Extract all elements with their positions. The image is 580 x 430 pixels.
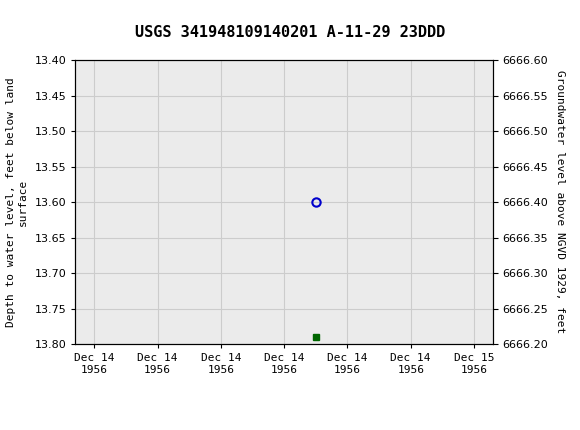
- Y-axis label: Groundwater level above NGVD 1929, feet: Groundwater level above NGVD 1929, feet: [555, 71, 565, 334]
- Text: USGS 341948109140201 A-11-29 23DDD: USGS 341948109140201 A-11-29 23DDD: [135, 25, 445, 40]
- Text: ≡USGS: ≡USGS: [17, 9, 99, 29]
- Y-axis label: Depth to water level, feet below land
surface: Depth to water level, feet below land su…: [6, 77, 28, 327]
